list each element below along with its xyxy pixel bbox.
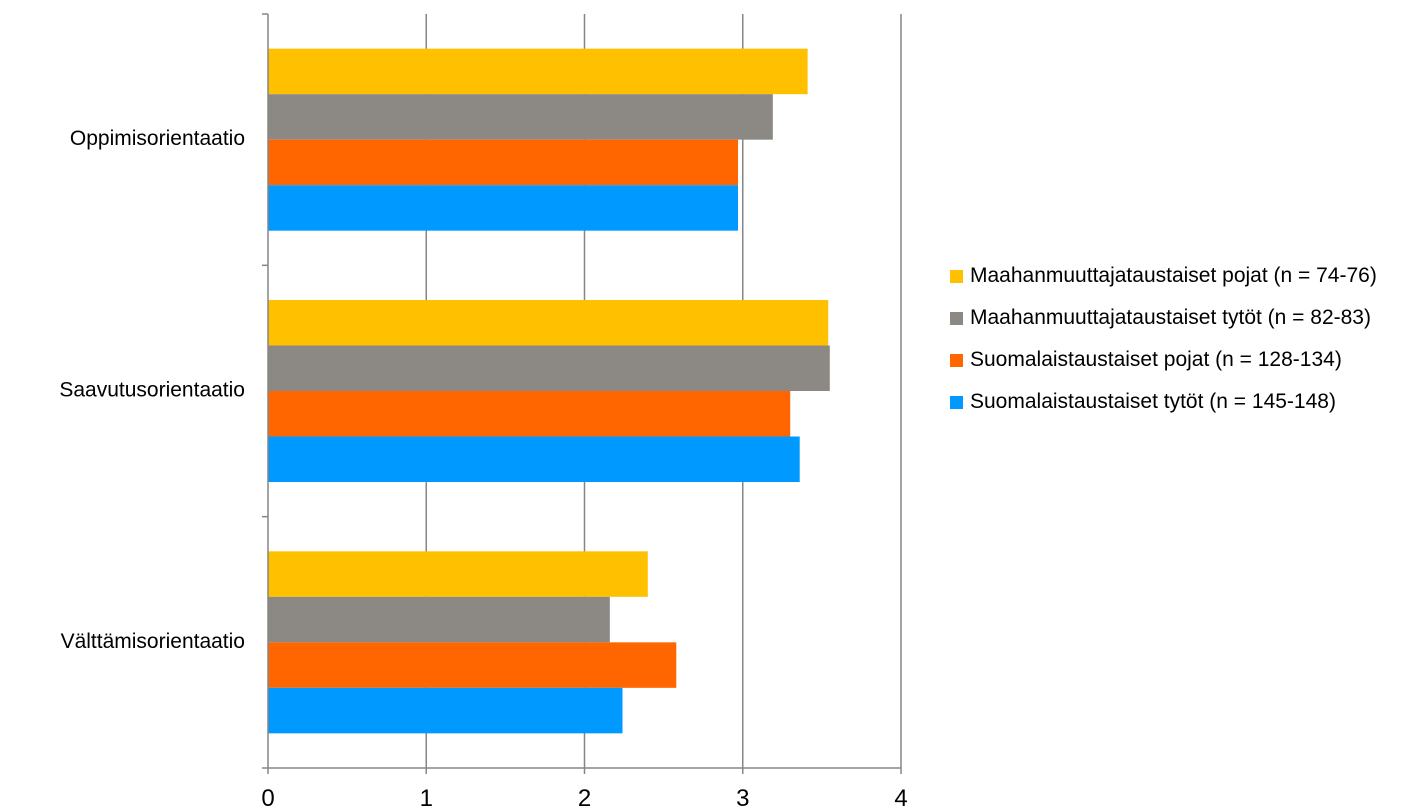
- x-tick-label: 1: [420, 785, 433, 810]
- bar: [268, 139, 739, 186]
- x-tick-label: 0: [261, 785, 274, 810]
- legend-item: Maahanmuuttajataustaiset tytöt (n = 82-8…: [948, 305, 1403, 331]
- legend: Maahanmuuttajataustaiset pojat (n = 74-7…: [948, 263, 1403, 431]
- legend-item: Suomalaistaustaiset pojat (n = 128-134): [948, 347, 1403, 373]
- legend-label: Maahanmuuttajataustaiset tytöt (n = 82-8…: [970, 306, 1371, 329]
- bar: [268, 596, 610, 643]
- bar: [268, 48, 808, 95]
- bar: [268, 185, 739, 231]
- category-label: Välttämisorientaatio: [61, 630, 245, 653]
- x-tick-label: 2: [578, 785, 591, 810]
- category-label: Oppimisorientaatio: [70, 127, 245, 150]
- legend-swatch-icon: [950, 396, 963, 409]
- category-label: Saavutusorientaatio: [59, 379, 245, 402]
- bar: [268, 300, 829, 346]
- bar: [268, 391, 791, 437]
- bar: [268, 94, 773, 140]
- legend-label: Maahanmuuttajataustaiset pojat (n = 74-7…: [970, 264, 1377, 287]
- bar: [268, 436, 800, 482]
- x-tick-label: 3: [736, 785, 749, 810]
- legend-label: Suomalaistaustaiset tytöt (n = 145-148): [970, 390, 1336, 413]
- bar: [268, 345, 830, 391]
- legend-label: Suomalaistaustaiset pojat (n = 128-134): [970, 348, 1342, 371]
- legend-swatch-icon: [950, 270, 963, 283]
- bar: [268, 687, 623, 734]
- legend-swatch-icon: [950, 354, 963, 367]
- legend-swatch-icon: [950, 312, 963, 325]
- bar: [268, 551, 648, 597]
- bar: [268, 642, 677, 688]
- legend-item: Maahanmuuttajataustaiset pojat (n = 74-7…: [948, 263, 1403, 289]
- x-tick-label: 4: [894, 785, 907, 810]
- legend-item: Suomalaistaustaiset tytöt (n = 145-148): [948, 389, 1403, 415]
